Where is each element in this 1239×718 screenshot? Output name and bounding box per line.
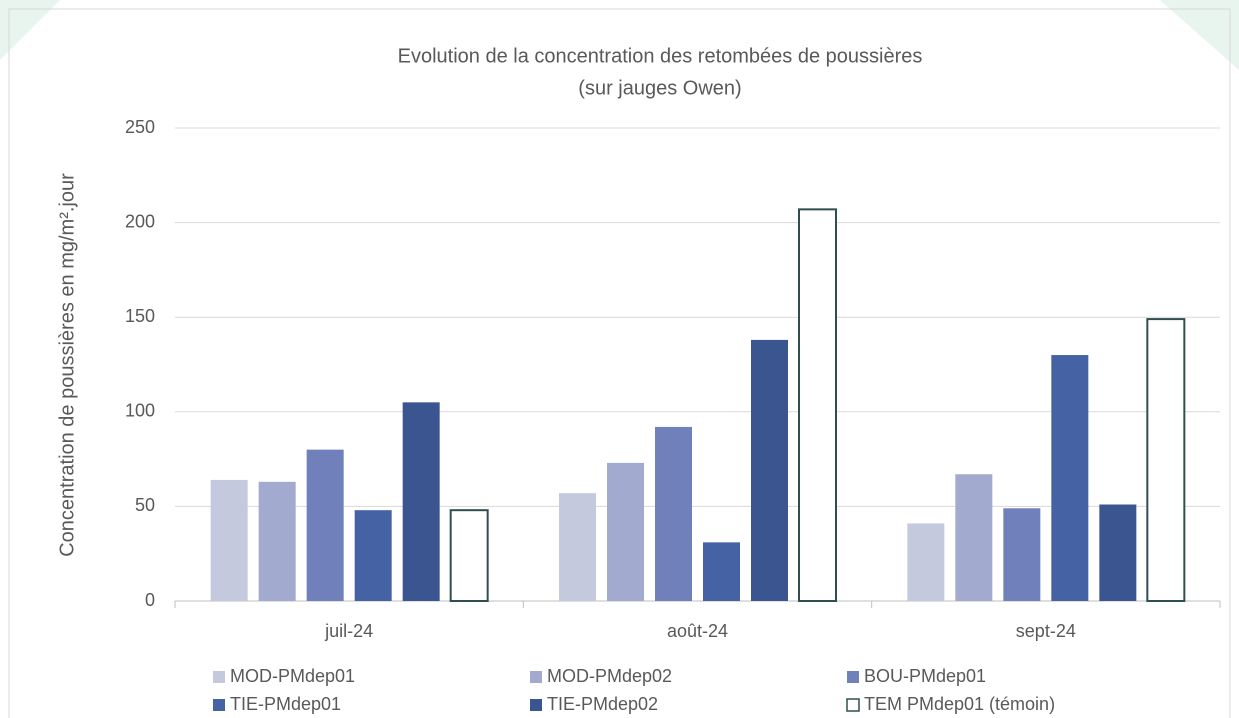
y-axis-label: Concentration de poussières en mg/m².jou…	[56, 173, 78, 557]
bar	[1099, 504, 1137, 601]
y-tick-label: 50	[135, 495, 155, 515]
bar	[258, 481, 296, 601]
bar	[1003, 508, 1041, 601]
chart-subtitle: (sur jauges Owen)	[578, 77, 741, 99]
bar	[1146, 318, 1186, 602]
decoration	[1160, 0, 1239, 70]
legend-label: TIE-PMdep01	[230, 694, 341, 714]
chart-border	[8, 8, 1231, 718]
x-tick-label: août-24	[667, 621, 728, 641]
bar	[907, 523, 945, 601]
y-tick-label: 200	[125, 211, 155, 231]
bar	[402, 402, 440, 601]
bar	[955, 474, 993, 601]
bar	[751, 339, 788, 601]
bar	[354, 510, 392, 601]
legend-swatch	[846, 698, 860, 712]
chart-title: Evolution de la concentration des retomb…	[398, 45, 923, 67]
legend-swatch	[213, 671, 225, 683]
legend-swatch	[213, 699, 225, 711]
y-tick-label: 100	[125, 401, 155, 421]
bar	[607, 462, 644, 601]
y-tick-label: 150	[125, 306, 155, 326]
decoration	[0, 0, 60, 60]
y-tick-label: 0	[145, 590, 155, 610]
legend-label: TEM PMdep01 (témoin)	[864, 694, 1055, 714]
legend-swatch	[530, 699, 542, 711]
legend-label: MOD-PMdep02	[547, 666, 672, 686]
bar	[798, 208, 837, 603]
y-tick-label: 250	[125, 117, 155, 137]
legend-swatch	[847, 671, 859, 683]
legend-label: TIE-PMdep02	[547, 694, 658, 714]
legend-label: BOU-PMdep01	[864, 666, 986, 686]
bar	[655, 426, 692, 601]
legend-label: MOD-PMdep01	[230, 666, 355, 686]
bar	[703, 542, 740, 601]
bar	[559, 493, 596, 601]
bar	[449, 509, 489, 602]
x-tick-label: sept-24	[1016, 621, 1076, 641]
x-tick-label: juil-24	[324, 621, 373, 641]
bar	[1051, 355, 1089, 601]
legend-swatch	[530, 671, 542, 683]
bar	[210, 479, 248, 601]
bar	[306, 449, 344, 601]
